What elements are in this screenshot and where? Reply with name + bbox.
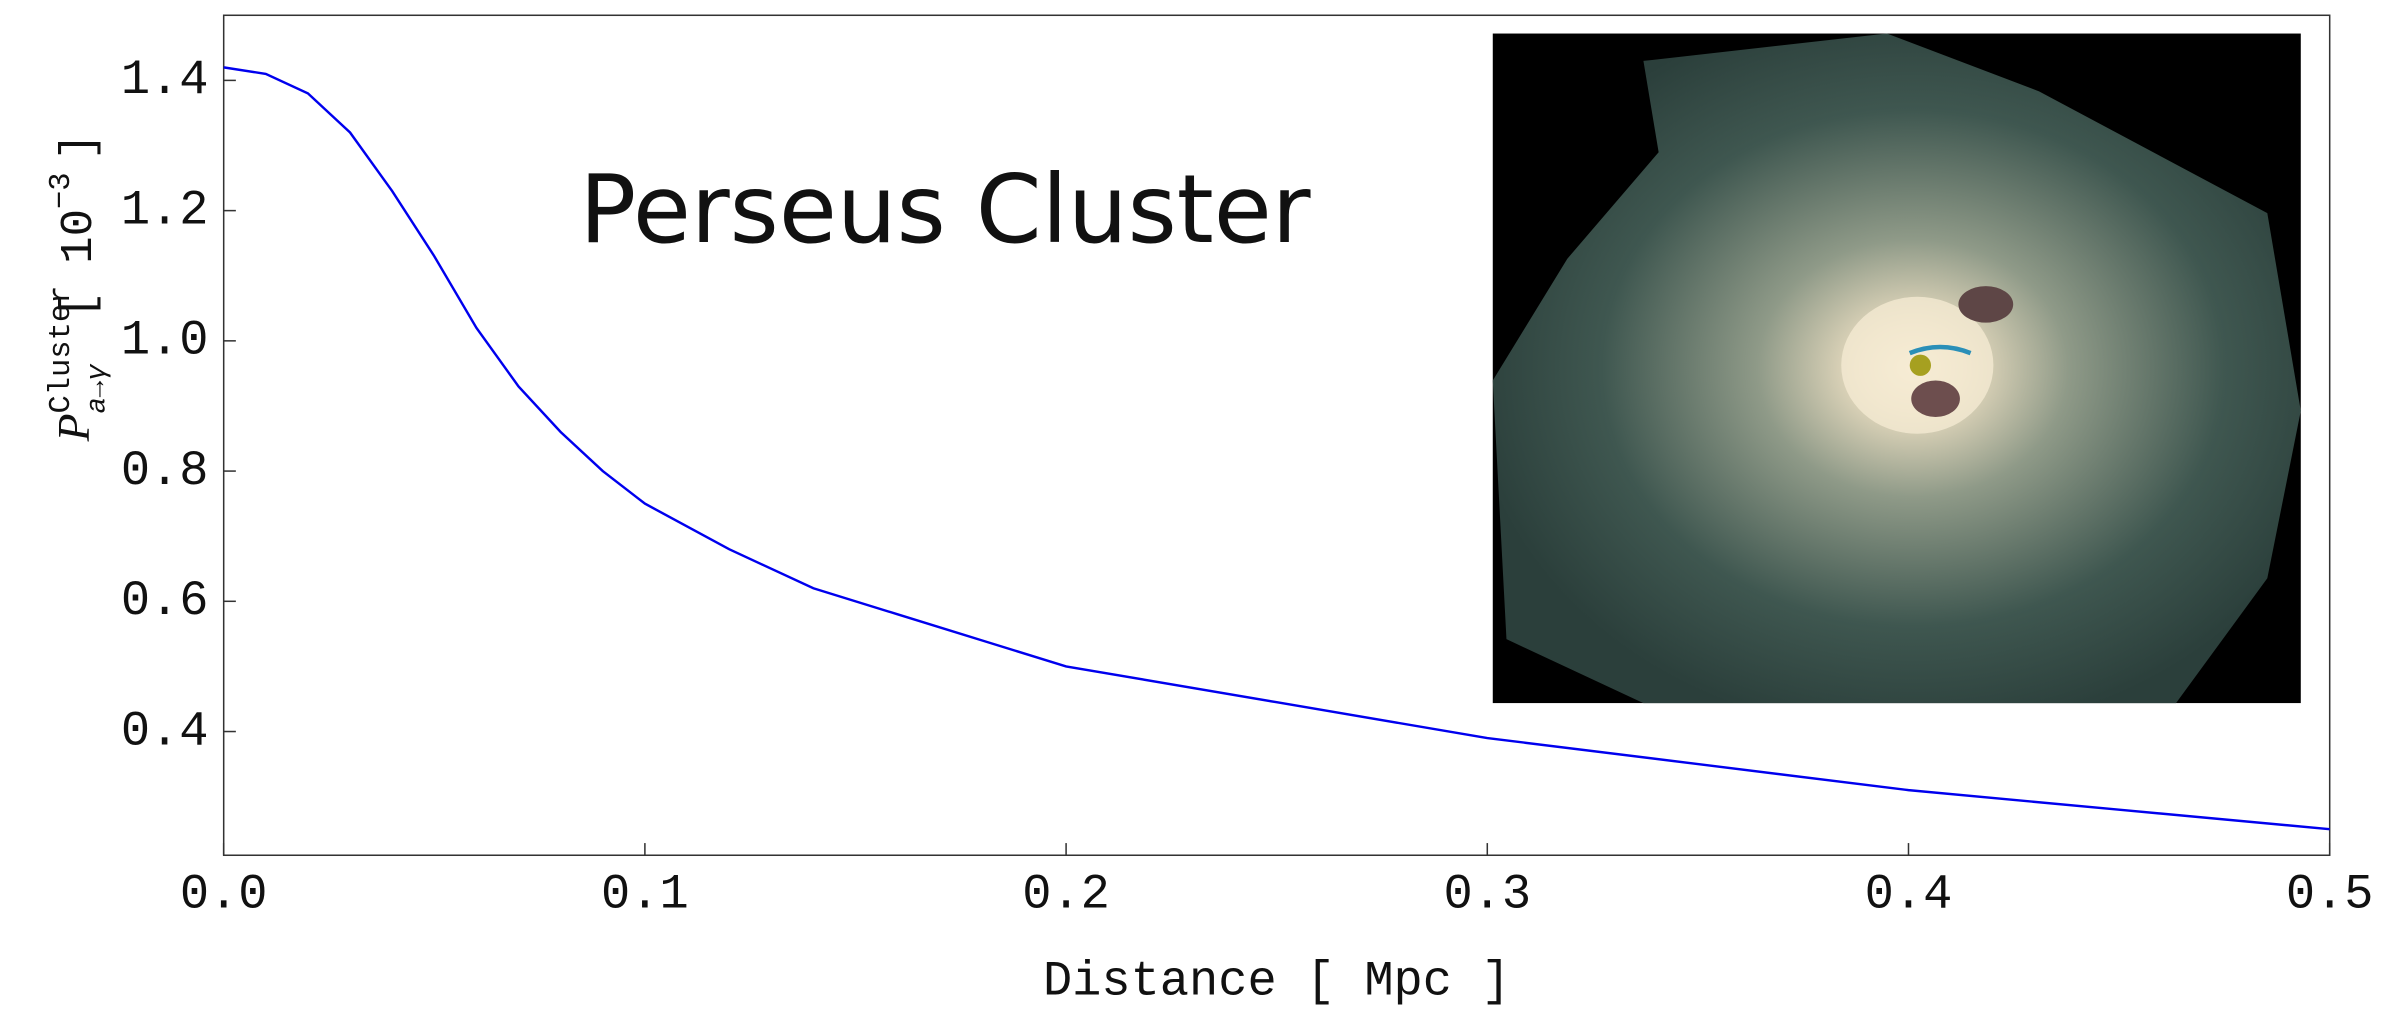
y-tick-label: 0.4	[121, 703, 209, 759]
x-tick-label: 0.4	[1865, 867, 1953, 923]
y-label-unit-close: ]	[53, 133, 105, 160]
y-label-exponent: −3	[45, 172, 79, 209]
x-tick-label: 0.5	[2286, 867, 2374, 923]
x-tick-label: 0.2	[1022, 867, 1110, 923]
x-tick-label: 0.0	[180, 867, 268, 923]
x-tick-label: 0.1	[601, 867, 689, 923]
y-tick-label: 1.4	[121, 52, 209, 108]
x-tick-label: 0.3	[1443, 867, 1531, 923]
chart-title: Perseus Cluster	[579, 155, 1310, 265]
x-axis-label: Distance [ Mpc ]	[1043, 953, 1510, 1009]
y-tick-label: 0.8	[121, 443, 209, 499]
inset-image	[1493, 34, 2301, 704]
y-tick-label: 1.2	[121, 182, 209, 238]
y-label-symbol: P	[49, 413, 100, 442]
y-tick-label: 0.6	[121, 573, 209, 629]
y-tick-label: 1.0	[121, 313, 209, 369]
chart: Perseus Cluster Distance [ Mpc ] PCluste…	[0, 0, 2386, 1009]
y-label-subscript: a→γ	[83, 363, 114, 414]
y-label-unit: [ 10	[53, 209, 105, 319]
